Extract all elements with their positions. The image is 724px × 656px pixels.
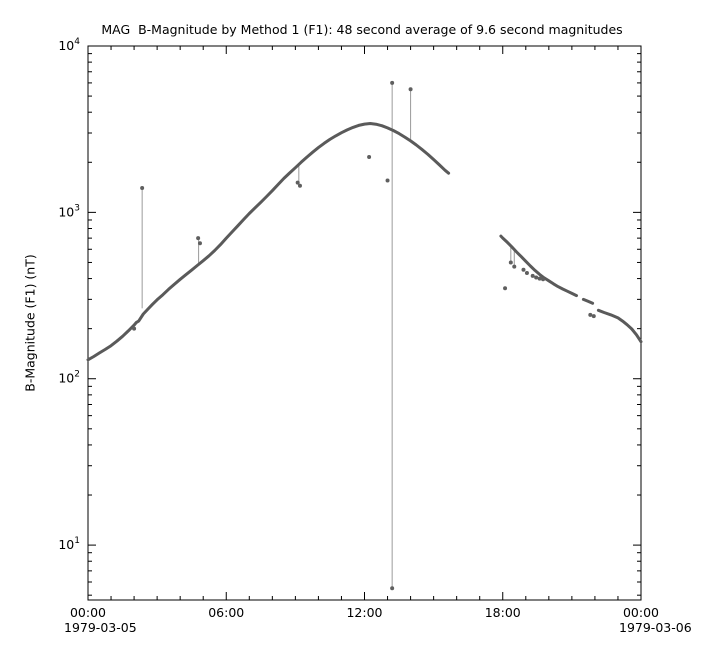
svg-text:00:00: 00:00 [623, 605, 659, 620]
data-trace-segment-1 [86, 122, 451, 362]
outlier-point [512, 264, 517, 269]
outlier-point [132, 326, 137, 331]
svg-text:00:00: 00:00 [70, 605, 106, 620]
x-axis-end-date: 1979-03-06 [619, 620, 692, 635]
outlier-point [390, 586, 395, 591]
outlier-point [508, 260, 513, 265]
svg-text:06:00: 06:00 [208, 605, 244, 620]
svg-text:12:00: 12:00 [346, 605, 382, 620]
chart-title: MAG B-Magnitude by Method 1 (F1): 48 sec… [101, 22, 623, 37]
outlier-point [196, 236, 201, 241]
outlier-point [534, 275, 539, 280]
y-tick-label: 104 [58, 37, 80, 53]
data-trace-segment-4 [596, 308, 643, 344]
x-axis-start-date: 1979-03-05 [64, 620, 137, 635]
outlier-point [591, 314, 596, 319]
outlier-point [385, 178, 390, 183]
outlier-point [390, 80, 395, 85]
y-tick-label: 103 [58, 203, 80, 219]
outlier-point [530, 273, 535, 278]
outlier-point [295, 180, 300, 185]
svg-text:18:00: 18:00 [485, 605, 521, 620]
outlier-point [140, 186, 145, 191]
outlier-point [521, 267, 526, 272]
outlier-point [537, 276, 542, 281]
data-trace-segment-3 [581, 297, 595, 305]
outlier-point [408, 87, 413, 92]
outlier-point [541, 277, 546, 282]
outlier-point [197, 241, 202, 246]
outlier-point [524, 271, 529, 276]
outlier-point [297, 183, 302, 188]
data-trace-segment-2 [499, 234, 578, 298]
y-tick-label: 101 [58, 536, 80, 552]
y-tick-label: 102 [58, 370, 80, 386]
outlier-point [588, 312, 593, 317]
outlier-point [367, 155, 372, 160]
outlier-point [503, 286, 508, 291]
